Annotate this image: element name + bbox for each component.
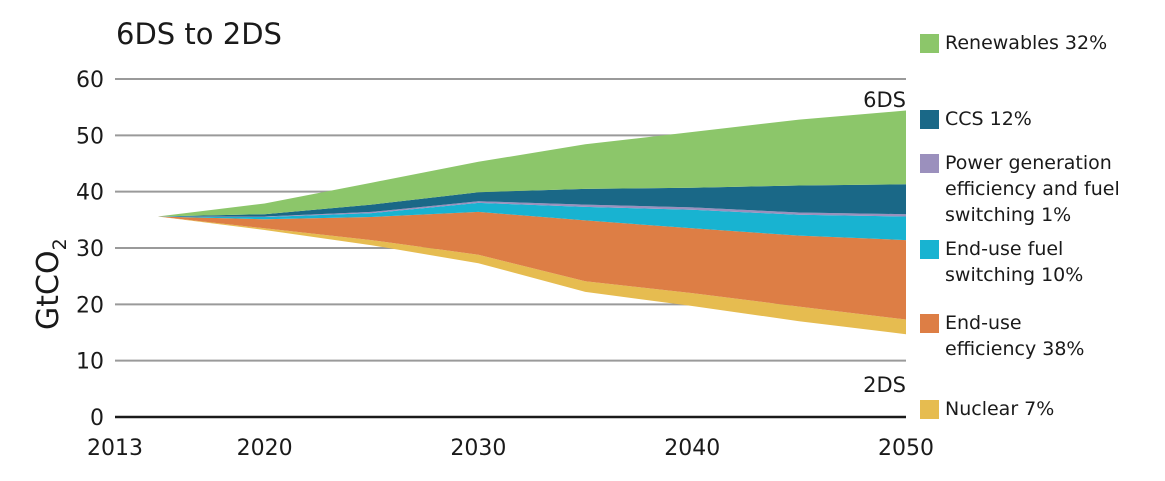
legend-item: End-use fuel switching 10% <box>920 236 1125 288</box>
area-end-use-fuel-switching-10 <box>115 202 906 241</box>
legend-swatch <box>920 154 939 173</box>
chart-title: 6DS to 2DS <box>116 17 282 51</box>
x-tick-label: 2050 <box>878 436 934 461</box>
area-end-use-efficiency-38 <box>115 211 906 320</box>
y-tick-label: 50 <box>76 124 104 149</box>
x-tick-label: 2020 <box>237 436 293 461</box>
legend-swatch <box>920 240 939 259</box>
legend-swatch <box>920 110 939 129</box>
y-tick-label: 40 <box>76 181 104 206</box>
legend-item: Nuclear 7% <box>920 396 1165 422</box>
y-tick-label: 30 <box>76 237 104 262</box>
area-series <box>115 110 906 335</box>
y-tick-label: 60 <box>76 68 104 93</box>
legend-swatch <box>920 400 939 419</box>
x-axis-ticks: 2013 2020 2030 2040 2050 <box>87 436 934 461</box>
legend-label: End-use efficiency 38% <box>945 312 1085 360</box>
legend-item: End-use efficiency 38% <box>920 310 1105 362</box>
x-tick-label: 2013 <box>87 436 143 461</box>
scenario-label-6ds: 6DS <box>863 88 906 112</box>
legend-label: Renewables 32% <box>945 32 1108 54</box>
y-tick-label: 20 <box>76 293 104 318</box>
legend-label: CCS 12% <box>945 108 1032 130</box>
legend-label: End-use fuel switching 10% <box>945 238 1084 286</box>
legend-item: Renewables 32% <box>920 30 1165 56</box>
area-nuclear-7 <box>115 216 906 335</box>
area-renewables-32 <box>115 110 906 227</box>
legend-swatch <box>920 314 939 333</box>
area-ccs-12 <box>115 184 906 227</box>
x-tick-label: 2030 <box>450 436 506 461</box>
y-tick-label: 10 <box>76 350 104 375</box>
scenario-label-2ds: 2DS <box>863 373 906 397</box>
legend-swatch <box>920 34 939 53</box>
legend-label: Power generation efficiency and fuel swi… <box>945 152 1120 226</box>
y-axis-label: GtCO2 <box>31 238 71 330</box>
legend-item: CCS 12% <box>920 106 1165 132</box>
y-axis-ticks: 0 10 20 30 40 50 60 <box>76 68 104 431</box>
x-tick-label: 2040 <box>664 436 720 461</box>
y-tick-label: 0 <box>90 406 104 431</box>
legend-label: Nuclear 7% <box>945 398 1055 420</box>
legend-item: Power generation efficiency and fuel swi… <box>920 150 1155 228</box>
